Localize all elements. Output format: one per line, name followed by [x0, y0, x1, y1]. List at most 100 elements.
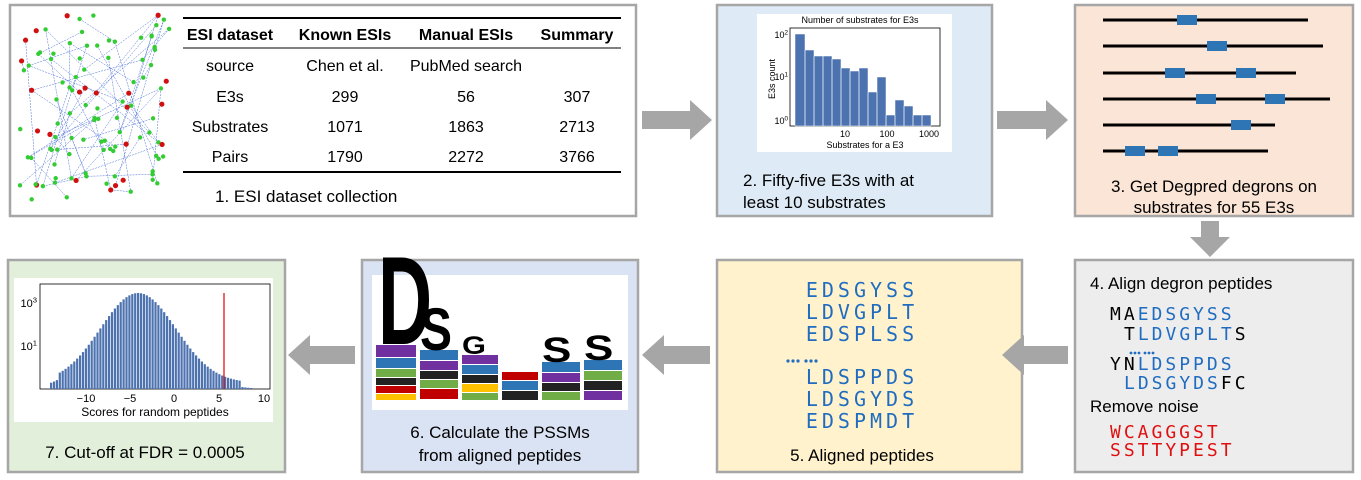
- bar: [200, 361, 203, 389]
- node: [159, 141, 165, 148]
- bar: [197, 358, 201, 389]
- edge: [142, 28, 170, 60]
- edge: [28, 45, 88, 66]
- node: [48, 146, 53, 151]
- peptide: LDSPPDS: [806, 365, 918, 389]
- edge: [114, 41, 158, 184]
- bar: [229, 378, 232, 389]
- bar: [110, 312, 114, 389]
- node: [69, 176, 74, 181]
- edge: [38, 31, 83, 55]
- caption: 5. Aligned peptides: [790, 446, 934, 465]
- bar: [226, 377, 230, 389]
- node: [77, 56, 82, 61]
- y-tick-label: 103: [20, 296, 37, 310]
- edge: [27, 119, 95, 158]
- bar: [163, 312, 166, 389]
- tick-base: 10: [774, 116, 784, 126]
- arrow: [1002, 335, 1068, 375]
- node: [34, 128, 41, 134]
- x-tick-label: 100: [879, 129, 894, 139]
- node: [96, 116, 101, 122]
- node: [52, 180, 58, 185]
- edge: [42, 76, 77, 187]
- arrows: [288, 100, 1230, 375]
- logo-jumble: [376, 345, 622, 400]
- caption: 1. ESI dataset collection: [215, 187, 397, 206]
- node: [69, 135, 74, 141]
- edge: [86, 174, 153, 177]
- node: [91, 13, 96, 18]
- node: [123, 141, 129, 147]
- node: [141, 75, 146, 80]
- tick-base: 10: [20, 341, 32, 353]
- bar: [218, 374, 221, 389]
- bar: [142, 294, 145, 389]
- bar: [137, 293, 140, 389]
- table-header: Known ESIs: [299, 27, 392, 44]
- bar: [131, 294, 134, 389]
- table-cell: 299: [332, 89, 359, 106]
- x-tick-label: −10: [77, 393, 96, 405]
- bar: [79, 355, 82, 389]
- edge: [27, 92, 129, 158]
- degron: [1231, 120, 1251, 130]
- edge: [79, 18, 115, 42]
- node: [67, 85, 72, 90]
- bar: [238, 380, 241, 389]
- bar: [215, 372, 218, 389]
- chart-title: Number of substrates for E3s: [801, 15, 919, 25]
- x-tick-label: 0: [171, 393, 177, 405]
- node: [161, 17, 167, 22]
- node: [83, 102, 88, 108]
- node: [67, 151, 72, 157]
- gap-dots: [1129, 351, 1155, 355]
- panel-5: [715, 258, 1024, 474]
- node: [120, 99, 125, 104]
- node: [77, 16, 82, 22]
- node: [84, 174, 89, 179]
- peptide: EDSPMDT: [806, 409, 918, 433]
- node: [54, 97, 59, 102]
- noise-row: WCAGGGST: [1110, 422, 1221, 443]
- edge: [69, 28, 170, 114]
- caption: 3. Get Degpred degrons on: [1111, 177, 1317, 196]
- y-axis-label: E3s count: [767, 58, 777, 99]
- node: [51, 51, 56, 56]
- network: [17, 12, 172, 202]
- caption: 7. Cut-off at FDR = 0.0005: [45, 443, 245, 462]
- node: [67, 111, 73, 116]
- bar: [122, 299, 125, 389]
- node: [43, 27, 48, 32]
- node: [138, 35, 144, 40]
- step-title: 4. Align degron peptides: [1090, 274, 1272, 293]
- node: [155, 12, 161, 18]
- bar: [186, 344, 189, 389]
- node: [112, 182, 119, 189]
- bar: [203, 364, 206, 389]
- node: [36, 51, 41, 57]
- edge: [71, 45, 88, 91]
- bar: [180, 336, 183, 389]
- edge: [84, 15, 159, 70]
- degron: [1165, 68, 1185, 78]
- node: [84, 43, 90, 48]
- edge: [38, 53, 80, 93]
- tick-exponent: 0: [784, 115, 788, 122]
- bar: [183, 340, 186, 389]
- node: [21, 68, 27, 73]
- bar: [247, 387, 250, 389]
- node: [18, 126, 23, 132]
- core: LDSPPDS: [1138, 354, 1235, 375]
- x-tick-label: 1000: [919, 129, 939, 139]
- caption: 6. Calculate the PSSMs: [410, 423, 590, 442]
- bar: [151, 299, 154, 389]
- node: [148, 62, 154, 68]
- flank: S: [1235, 324, 1249, 345]
- x-tick-label: 5: [216, 393, 222, 405]
- bar: [93, 336, 96, 389]
- node: [153, 153, 159, 159]
- bar: [224, 376, 227, 389]
- node: [131, 79, 136, 85]
- peptide: EDSGYSS: [806, 278, 918, 302]
